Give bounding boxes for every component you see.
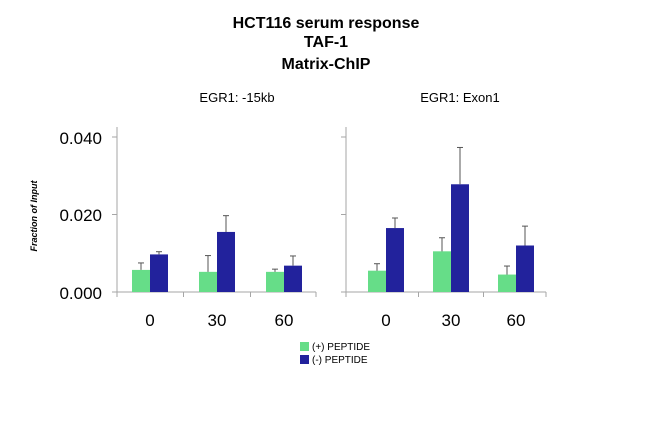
bar-right-minus-60 [516, 245, 534, 292]
chart-title-line-3: Matrix-ChIP [282, 56, 371, 73]
bar-left-minus-30 [217, 231, 235, 292]
legend: (+) PEPTIDE (-) PEPTIDE [300, 342, 370, 366]
legend-swatch-plus-peptide [300, 342, 309, 351]
bar-left-plus-0 [132, 269, 150, 292]
plot-layer [112, 127, 547, 297]
y-tick-label-0: 0.000 [59, 284, 102, 303]
x-tick-label-left-1: 30 [208, 311, 227, 330]
x-tick-label-left-2: 60 [275, 311, 294, 330]
bar-left-plus-60 [266, 271, 284, 292]
bar-left-plus-30 [199, 271, 217, 292]
bar-right-plus-30 [433, 251, 451, 292]
x-tick-label-right-1: 30 [442, 311, 461, 330]
bar-left-minus-60 [284, 265, 302, 292]
panel-title-right: EGR1: Exon1 [420, 90, 500, 105]
legend-label-minus-peptide: (-) PEPTIDE [312, 355, 368, 366]
chart-title-line-1: HCT116 serum response [233, 15, 420, 32]
x-tick-label-right-0: 0 [381, 311, 390, 330]
y-axis-label: Fraction of Input [29, 180, 39, 252]
panel-title-left: EGR1: -15kb [199, 90, 274, 105]
y-tick-label-1: 0.020 [59, 206, 102, 225]
y-tick-label-2: 0.040 [59, 129, 102, 148]
bar-right-plus-0 [368, 270, 386, 292]
chart-title-line-2: TAF-1 [304, 34, 348, 51]
bar-left-minus-0 [150, 254, 168, 292]
bar-right-minus-0 [386, 228, 404, 292]
legend-swatch-minus-peptide [300, 355, 309, 364]
x-tick-label-left-0: 0 [145, 311, 154, 330]
x-tick-label-right-2: 60 [507, 311, 526, 330]
legend-label-plus-peptide: (+) PEPTIDE [312, 342, 370, 353]
bar-right-plus-60 [498, 274, 516, 292]
bar-right-minus-30 [451, 184, 469, 292]
